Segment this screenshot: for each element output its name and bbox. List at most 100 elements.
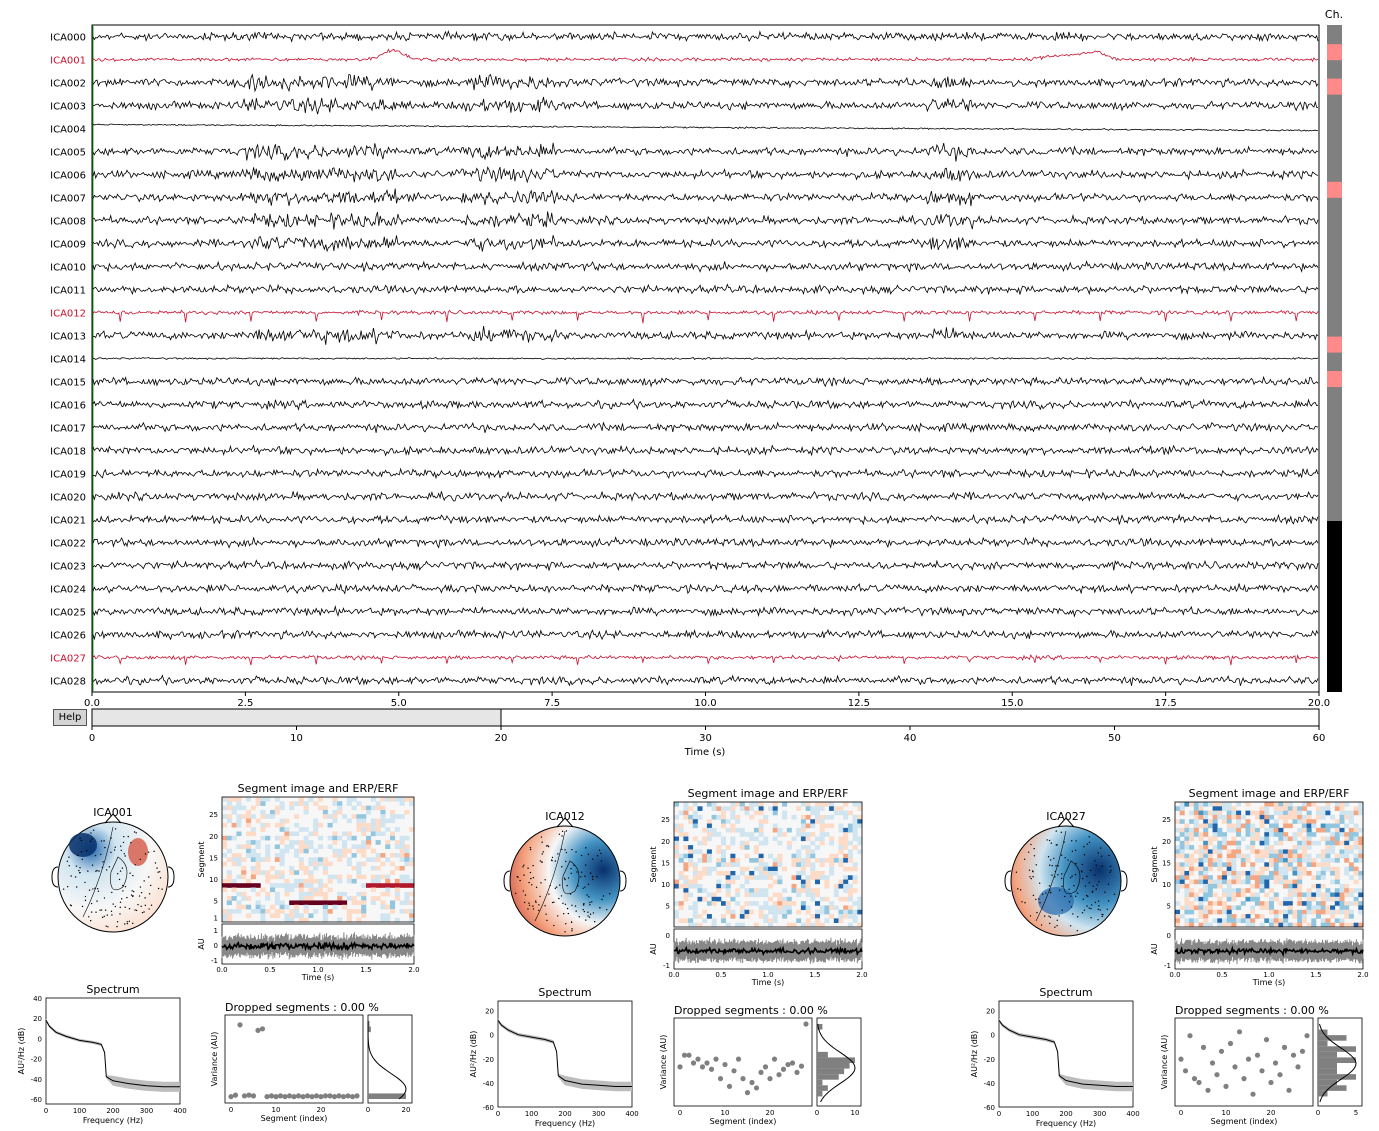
topomap-ear-right [619,870,627,892]
segment-image-cell [1245,888,1251,893]
channel-label-ica012[interactable]: ICA012 [50,309,86,320]
channel-label-ica007[interactable]: ICA007 [50,194,86,205]
erp-xtick: 0.5 [264,966,275,974]
channel-label-ica013[interactable]: ICA013 [50,332,86,343]
segment-image-cell [1306,905,1312,911]
segment-image-cell [1226,806,1232,811]
segment-image-cell [1212,845,1218,850]
segment-image-cell [749,836,755,842]
segment-image-cell [361,822,367,828]
overview-scrollbar[interactable]: 0 10 20 30 40 50 60 Time (s) [89,708,1326,758]
channel-label-ica017[interactable]: ICA017 [50,424,86,435]
variance-hist-bar [817,1079,823,1086]
segment-image-cell [284,835,290,841]
ica-sources-browser[interactable]: ICA000 ICA001 ICA002 ICA003 ICA004 ICA005 ICA0… [50,8,1343,758]
topomap-sensor [1060,854,1063,856]
segment-image-cell [852,901,858,906]
segment-image-cell [260,809,266,815]
channel-label-ica025[interactable]: ICA025 [50,608,86,619]
segment-image-cell [1264,905,1270,911]
channel-label-ica019[interactable]: ICA019 [50,470,86,481]
channel-label-ica006[interactable]: ICA006 [50,171,86,182]
segment-image-cell [342,844,348,850]
segment-image-cell [351,900,357,906]
segment-image-cell [366,840,372,845]
topomap-sensor [1094,860,1096,862]
segment-image-cell [250,865,256,871]
segment-image-cell [763,870,769,876]
overview-window[interactable] [91,708,502,727]
segment-image-cell [1320,896,1326,902]
segment-image-cell [1283,806,1289,811]
channel-label-ica009[interactable]: ICA009 [50,240,86,251]
segment-image-cell [1236,918,1242,923]
topomap-sensor [1054,870,1057,873]
segment-image-cell [1175,875,1180,880]
segment-image-cell [1222,819,1227,824]
segment-image-cell [674,853,679,859]
segment-image-cell [284,887,290,893]
segment-image-cell [270,883,276,888]
segment-image-cell [1292,836,1298,842]
channel-label-ica005[interactable]: ICA005 [50,148,86,159]
segment-image-cell [361,840,367,845]
channel-label-ica014[interactable]: ICA014 [50,355,86,366]
segment-image-cell [279,835,285,841]
channel-label-ica026[interactable]: ICA026 [50,631,86,642]
topomap-sensor [1086,905,1088,907]
segment-image-cell [1175,853,1180,859]
channel-label-ica015[interactable]: ICA015 [50,378,86,389]
channel-label-ica028[interactable]: ICA028 [50,677,86,688]
segment-image-cell [1283,875,1289,880]
segment-image-cell [404,848,410,854]
scrollbar-thumb[interactable] [1327,25,1342,521]
channel-label-ica020[interactable]: ICA020 [50,493,86,504]
topomap-sensor [1101,865,1103,867]
topomap-sensor [108,866,111,868]
channel-label-ica010[interactable]: ICA010 [50,263,86,274]
segment-image-cell [231,909,237,914]
segment-image-cell [1212,909,1218,915]
segment-image-cell [810,849,816,855]
segment-image-cell [1339,883,1345,889]
channel-label-ica027[interactable]: ICA027 [50,654,86,665]
segment-image-cell [702,836,708,842]
channel-label-ica016[interactable]: ICA016 [50,401,86,412]
segment-image-cell [270,809,276,815]
channel-label-ica018[interactable]: ICA018 [50,447,86,458]
segment-image-cell [697,914,703,919]
segment-image-cell [810,853,816,859]
spectrum-xtick: 400 [1126,1110,1139,1118]
segment-image-cell [824,832,830,837]
topomap-head [1010,825,1122,937]
topomap-sensor [78,869,80,872]
segment-image-cell [255,840,261,845]
topomap-sensor [81,905,84,908]
segment-image-cell [1240,892,1246,898]
segment-image-cell [1344,914,1350,919]
segment-image-cell [1334,853,1340,859]
segment-image-cell [390,818,396,824]
channel-label-group[interactable]: ICA000 ICA001 ICA002 ICA003 ICA004 ICA005 ICA0… [50,33,86,688]
channel-label-ica000[interactable]: ICA000 [50,33,86,44]
channel-label-ica024[interactable]: ICA024 [50,585,86,596]
channel-label-ica008[interactable]: ICA008 [50,217,86,228]
channel-scrollbar[interactable]: Ch. [1325,8,1343,692]
channel-label-ica022[interactable]: ICA022 [50,539,86,550]
segment-image-cell [1231,866,1237,872]
channel-label-ica004[interactable]: ICA004 [50,125,86,136]
segment-image-cell [1301,914,1307,919]
topomap-sensor [90,920,92,922]
channel-label-ica003[interactable]: ICA003 [50,102,86,113]
segment-image-cell [1222,879,1227,885]
channel-label-ica023[interactable]: ICA023 [50,562,86,573]
segment-image-cell [279,827,285,832]
topomap-sensor [534,900,537,902]
channel-label-ica021[interactable]: ICA021 [50,516,86,527]
segment-image-cell [370,883,376,888]
help-button[interactable]: Help [53,709,87,726]
channel-label-ica001[interactable]: ICA001 [50,56,86,67]
segment-image-cell [683,836,689,842]
channel-label-ica002[interactable]: ICA002 [50,79,86,90]
channel-label-ica011[interactable]: ICA011 [50,286,86,297]
